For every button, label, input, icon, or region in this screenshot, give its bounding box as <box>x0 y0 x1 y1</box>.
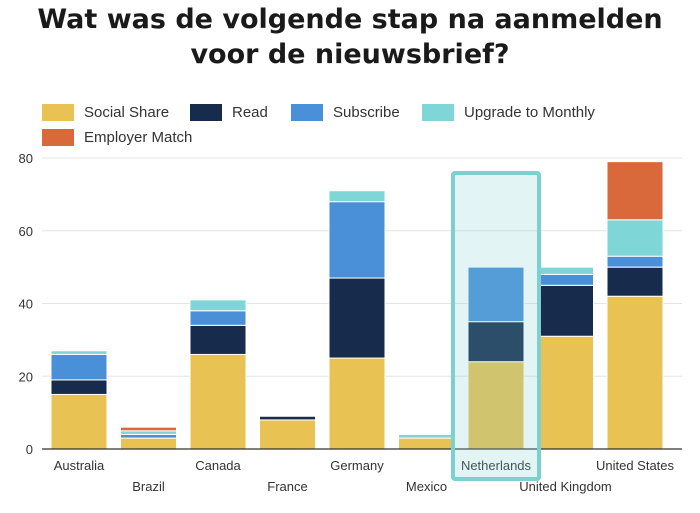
bar-brazil-social-share[interactable] <box>120 437 177 450</box>
legend-label-employer-match: Employer Match <box>84 129 193 146</box>
legend-swatch-employer-match <box>42 129 74 146</box>
x-tick-label-netherlands: Netherlands <box>461 458 532 473</box>
legend-swatch-social-share <box>42 104 74 121</box>
bar-australia-upgrade-to-monthly[interactable] <box>50 350 108 355</box>
x-tick-label-france: France <box>267 479 307 494</box>
x-tick-label-united-kingdom: United Kingdom <box>519 479 612 494</box>
legend-label-social-share: Social Share <box>84 104 170 121</box>
legend-label-subscribe: Subscribe <box>333 104 400 121</box>
bar-united-kingdom-social-share[interactable] <box>537 335 594 450</box>
chart-title-line-2: voor de nieuwsbrief? <box>190 39 510 70</box>
legend-item-social-share[interactable]: Social Share <box>42 104 169 121</box>
chart-title-line-1: Wat was de volgende stap na aanmelden <box>37 4 663 35</box>
legend-swatch-read <box>190 104 222 121</box>
bar-united-states-social-share[interactable] <box>606 295 664 450</box>
legend-item-employer-match[interactable]: Employer Match <box>42 129 192 146</box>
bar-brazil-subscribe[interactable] <box>120 433 177 439</box>
bar-france-read[interactable] <box>259 415 316 421</box>
bar-germany-subscribe[interactable] <box>328 201 386 279</box>
bar-mexico-upgrade-to-monthly[interactable] <box>398 433 455 439</box>
legend-label-read: Read <box>232 104 268 121</box>
legend-swatch-upgrade-to-monthly <box>422 104 454 121</box>
bar-canada-social-share[interactable] <box>189 353 247 450</box>
legend-item-upgrade-to-monthly[interactable]: Upgrade to Monthly <box>422 104 595 121</box>
y-tick-label-40: 40 <box>19 297 33 312</box>
bar-united-states-read[interactable] <box>606 266 664 297</box>
bar-netherlands-read[interactable] <box>467 321 525 363</box>
bar-united-kingdom-upgrade-to-monthly[interactable] <box>537 266 594 275</box>
bar-canada-subscribe[interactable] <box>189 310 247 326</box>
y-tick-label-20: 20 <box>19 369 33 384</box>
bar-germany-upgrade-to-monthly[interactable] <box>328 190 386 203</box>
bar-australia-social-share[interactable] <box>50 393 108 450</box>
bar-brazil-upgrade-to-monthly[interactable] <box>120 430 177 435</box>
bar-brazil-employer-match[interactable] <box>120 426 177 432</box>
x-tick-label-canada: Canada <box>195 458 241 473</box>
bar-germany-read[interactable] <box>328 277 386 359</box>
bar-france-social-share[interactable] <box>259 419 316 450</box>
x-tick-label-united-states: United States <box>596 458 675 473</box>
highlight-box-netherlands <box>451 171 541 481</box>
bar-united-states-upgrade-to-monthly[interactable] <box>606 219 664 257</box>
bar-germany-social-share[interactable] <box>328 357 386 450</box>
x-tick-label-mexico: Mexico <box>406 479 447 494</box>
y-tick-label-80: 80 <box>19 151 33 166</box>
legend-label-upgrade-to-monthly: Upgrade to Monthly <box>464 104 595 121</box>
chart-title: Wat was de volgende stap na aanmelden vo… <box>0 2 700 72</box>
x-tick-label-brazil: Brazil <box>132 479 165 494</box>
x-tick-label-australia: Australia <box>54 458 105 473</box>
bar-united-kingdom-subscribe[interactable] <box>537 273 594 286</box>
bar-united-kingdom-read[interactable] <box>537 284 594 337</box>
legend-swatch-subscribe <box>291 104 323 121</box>
bar-australia-subscribe[interactable] <box>50 353 108 381</box>
legend-item-subscribe[interactable]: Subscribe <box>291 104 400 121</box>
y-tick-label-0: 0 <box>26 442 33 457</box>
bar-mexico-social-share[interactable] <box>398 437 455 450</box>
y-tick-label-60: 60 <box>19 224 33 239</box>
bar-netherlands-subscribe[interactable] <box>467 266 525 323</box>
x-tick-label-germany: Germany <box>330 458 384 473</box>
bar-australia-read[interactable] <box>50 379 108 395</box>
legend-item-read[interactable]: Read <box>190 104 268 121</box>
bar-united-states-subscribe[interactable] <box>606 255 664 268</box>
bar-canada-read[interactable] <box>189 324 247 355</box>
bar-united-states-employer-match[interactable] <box>606 161 664 221</box>
bar-canada-upgrade-to-monthly[interactable] <box>189 299 247 312</box>
